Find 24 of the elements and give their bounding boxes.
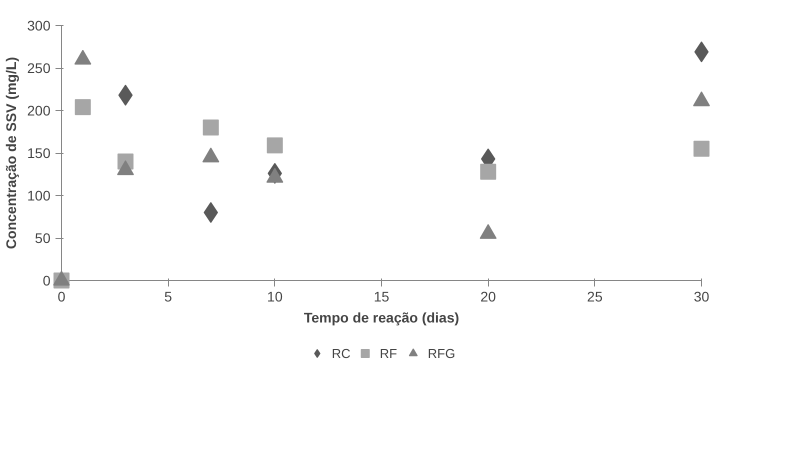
point (74, 99, 91, 116)
x-tick-label: 25 (587, 288, 603, 304)
y-tick-label: 250 (27, 60, 51, 76)
x-tick-label: 0 (58, 288, 66, 304)
y-tick-label: 0 (42, 272, 51, 288)
x-tick-label: 15 (374, 288, 390, 304)
point (480, 164, 496, 180)
x-tick-label: 10 (267, 288, 283, 304)
y-tick-label: 300 (27, 18, 51, 34)
point (202, 120, 219, 136)
y-tick-label: 200 (27, 102, 51, 118)
x-tick-label: 30 (694, 288, 710, 304)
point (266, 137, 283, 154)
x-axis-title: Tempo de reação (dias) (304, 310, 460, 326)
x-tick-label: 5 (164, 288, 172, 304)
point (694, 140, 710, 157)
y-axis-title: Concentração de SSV (mg/L) (3, 56, 20, 250)
y-tick-label: 50 (34, 230, 51, 246)
legend-label: RC (332, 346, 352, 360)
y-tick-label: 100 (27, 188, 51, 204)
y-tick-label: 150 (27, 145, 51, 161)
legend-label: RF (380, 346, 398, 360)
legend-label: RFG (428, 346, 456, 360)
x-tick-label: 20 (480, 288, 496, 304)
